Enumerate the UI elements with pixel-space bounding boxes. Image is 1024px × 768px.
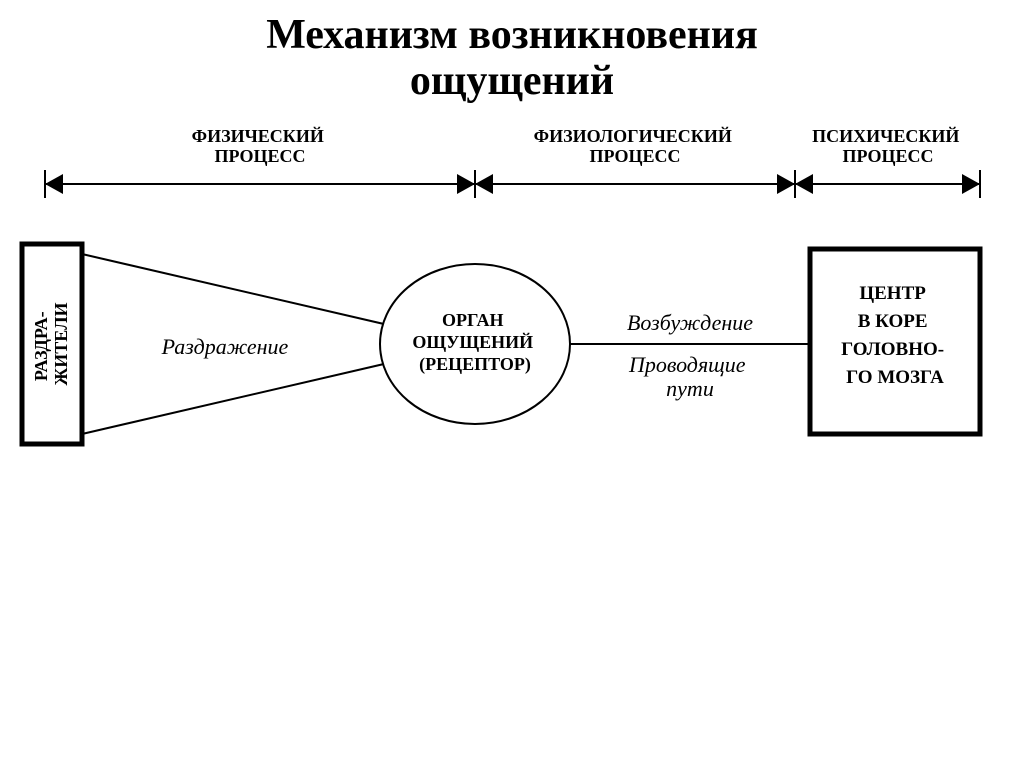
fan-line-bottom (82, 364, 384, 434)
node-receptor-l3: (РЕЦЕПТОР) (419, 354, 531, 375)
edge-label-pathways-l2: пути (666, 376, 714, 401)
arrow-head (457, 174, 475, 194)
edge-label-irritation: Раздражение (161, 334, 289, 359)
page-title: Механизм возникновения ощущений (0, 0, 1024, 104)
label-physiological: ФИЗИОЛОГИЧЕСКИЙ ПРОЦЕСС (534, 125, 737, 166)
arrow-head (777, 174, 795, 194)
label-physiological-l1: ФИЗИОЛОГИЧЕСКИЙ (534, 125, 732, 146)
node-cortex-l1: ЦЕНТР (859, 283, 926, 304)
node-cortex-l2: В КОРЕ (858, 311, 928, 332)
node-receptor-l1: ОРГАН (442, 310, 504, 330)
label-physical-l1: ФИЗИЧЕСКИЙ (192, 125, 324, 146)
arrow-head (475, 174, 493, 194)
node-stimuli-l1: РАЗДРА- (31, 312, 51, 382)
fan-line-top (82, 254, 384, 324)
label-psychic-l1: ПСИХИЧЕСКИЙ (812, 125, 959, 146)
edge-label-pathways: Проводящие пути (628, 352, 751, 401)
diagram-canvas: ФИЗИЧЕСКИЙ ПРОЦЕСС ФИЗИОЛОГИЧЕСКИЙ ПРОЦЕ… (0, 104, 1024, 724)
label-physical-l2: ПРОЦЕСС (215, 146, 306, 166)
node-cortex-l4: ГО МОЗГА (846, 367, 944, 388)
edge-label-excitation: Возбуждение (627, 310, 753, 335)
process-labels: ФИЗИЧЕСКИЙ ПРОЦЕСС ФИЗИОЛОГИЧЕСКИЙ ПРОЦЕ… (192, 125, 964, 166)
node-receptor-l2: ОЩУЩЕНИЙ (412, 331, 533, 352)
title-line2: ощущений (0, 58, 1024, 104)
edge-label-pathways-l1: Проводящие (628, 352, 746, 377)
node-stimuli-label: РАЗДРА- ЖИТЕЛИ (31, 303, 71, 386)
node-cortex-l3: ГОЛОВНО- (841, 339, 944, 360)
process-axis (45, 170, 980, 198)
node-stimuli-l2: ЖИТЕЛИ (51, 303, 71, 386)
label-physical: ФИЗИЧЕСКИЙ ПРОЦЕСС (192, 125, 329, 166)
arrow-head (795, 174, 813, 194)
label-psychic: ПСИХИЧЕСКИЙ ПРОЦЕСС (812, 125, 964, 166)
node-receptor: ОРГАН ОЩУЩЕНИЙ (РЕЦЕПТОР) (380, 264, 570, 424)
label-physiological-l2: ПРОЦЕСС (590, 146, 681, 166)
node-stimuli: РАЗДРА- ЖИТЕЛИ (22, 244, 82, 444)
arrow-head (962, 174, 980, 194)
title-line1: Механизм возникновения (0, 12, 1024, 58)
arrow-head (45, 174, 63, 194)
label-psychic-l2: ПРОЦЕСС (843, 146, 934, 166)
node-cortex: ЦЕНТР В КОРЕ ГОЛОВНО- ГО МОЗГА (810, 249, 980, 434)
